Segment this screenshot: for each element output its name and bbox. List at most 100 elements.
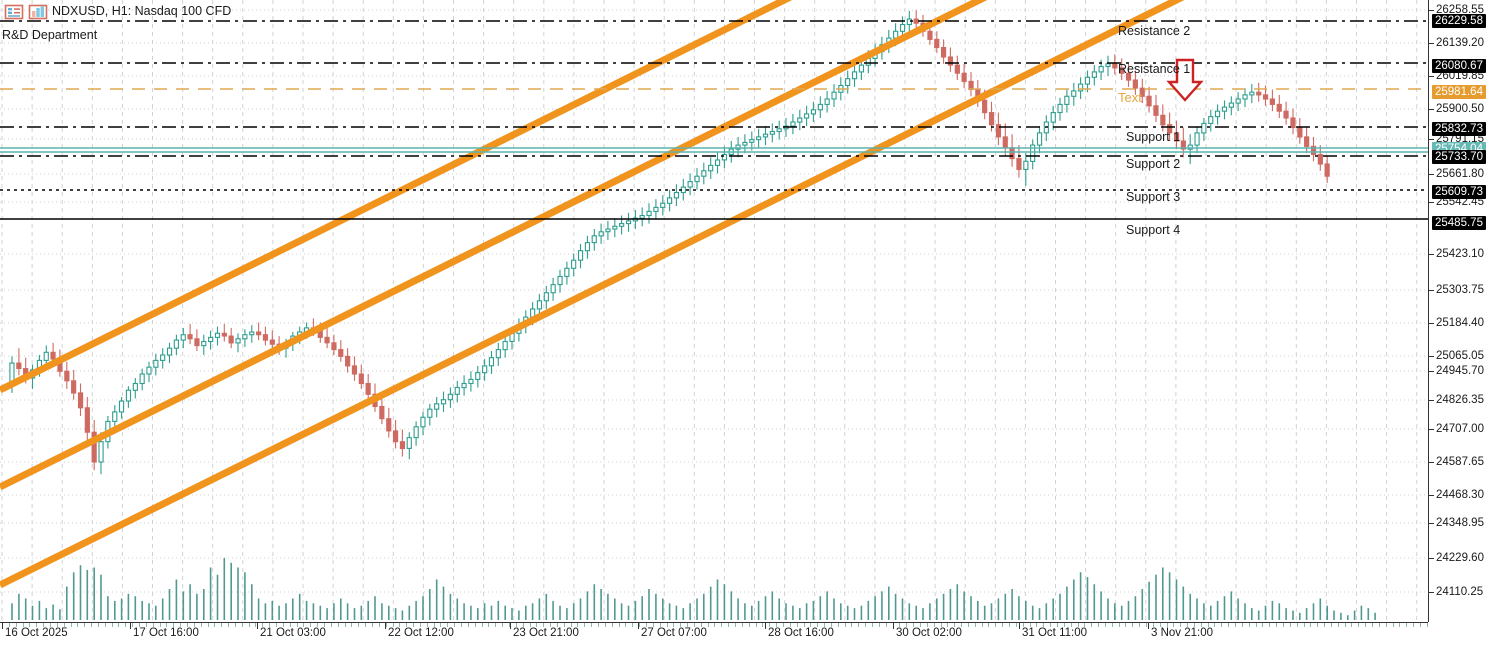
time-minor-mark: [878, 623, 880, 627]
time-minor-mark: [584, 623, 586, 627]
time-minor-mark: [700, 623, 702, 627]
time-minor-mark: [796, 623, 798, 627]
time-minor-mark: [1324, 623, 1325, 627]
level-label-resistance-2[interactable]: Resistance 2: [1118, 24, 1191, 38]
time-minor-mark: [1214, 623, 1216, 627]
time-minor-mark: [43, 623, 45, 627]
time-minor-mark: [810, 623, 812, 627]
time-minor-mark: [248, 623, 250, 627]
level-label-resistance-1[interactable]: Resistance 1: [1118, 62, 1191, 76]
time-minor-mark: [344, 623, 346, 627]
time-minor-mark: [385, 623, 387, 627]
time-tick-mark: [893, 623, 894, 629]
time-minor-mark: [310, 623, 312, 627]
time-minor-mark: [1043, 623, 1045, 627]
price-tick: 25661.80: [1429, 168, 1484, 181]
price-marker-label[interactable]: 25485.75: [1432, 216, 1486, 230]
time-minor-mark: [591, 623, 593, 627]
time-tick-mark: [257, 623, 258, 629]
time-minor-mark: [139, 623, 140, 627]
time-minor-mark: [1413, 623, 1415, 627]
time-minor-mark: [1091, 623, 1093, 627]
time-minor-mark: [50, 623, 51, 627]
time-minor-mark: [885, 623, 887, 627]
time-minor-mark: [522, 623, 524, 627]
time-minor-mark: [454, 623, 456, 627]
time-minor-mark: [570, 623, 572, 627]
price-tick: 25900.50: [1429, 103, 1484, 116]
time-minor-mark: [748, 623, 750, 627]
time-minor-mark: [865, 623, 867, 627]
time-minor-mark: [515, 623, 517, 627]
time-minor-mark: [1111, 623, 1113, 627]
time-minor-mark: [508, 623, 510, 627]
time-tick-mark: [2, 623, 3, 629]
time-minor-mark: [447, 623, 449, 627]
time-minor-mark: [1372, 623, 1373, 627]
level-label-support-2[interactable]: Support 2: [1126, 157, 1181, 171]
time-minor-mark: [1228, 623, 1230, 627]
time-minor-mark: [1084, 623, 1086, 627]
time-minor-mark: [214, 623, 216, 627]
time-minor-mark: [1118, 623, 1120, 627]
time-minor-mark: [91, 623, 92, 627]
time-minor-mark: [618, 623, 620, 627]
time-minor-mark: [1344, 623, 1346, 627]
price-axis[interactable]: 26258.55 26139.20 26019.85 25900.50 25791.15…: [1428, 0, 1502, 622]
time-minor-mark: [392, 623, 394, 627]
time-axis[interactable]: 16 Oct 2025 17 Oct 16:00 21 Oct 03:00 22 Oc…: [0, 622, 1428, 645]
price-tick: 24707.00: [1429, 423, 1484, 436]
price-tick: 24945.70: [1429, 365, 1484, 378]
time-minor-mark: [8, 623, 10, 627]
time-minor-mark: [1070, 623, 1072, 627]
time-minor-mark: [652, 623, 654, 627]
time-minor-mark: [262, 623, 264, 627]
time-minor-mark: [1207, 623, 1209, 627]
time-minor-mark: [824, 623, 825, 627]
time-minor-mark: [714, 623, 716, 627]
price-marker-label[interactable]: 25981.64: [1432, 85, 1486, 99]
level-label-text[interactable]: Text: [1118, 90, 1142, 105]
time-tick-label: 23 Oct 21:00: [513, 627, 579, 639]
time-minor-mark: [837, 623, 839, 627]
time-minor-mark: [1015, 623, 1017, 627]
time-minor-mark: [741, 623, 743, 627]
time-minor-mark: [673, 623, 675, 627]
time-minor-mark: [844, 623, 846, 627]
time-minor-mark: [1406, 623, 1408, 627]
time-minor-mark: [474, 623, 476, 627]
time-tick-label: 17 Oct 16:00: [133, 627, 199, 639]
time-minor-mark: [762, 623, 764, 627]
time-minor-mark: [563, 623, 565, 627]
time-minor-mark: [981, 623, 983, 627]
time-minor-mark: [77, 623, 79, 627]
time-minor-mark: [180, 623, 182, 627]
time-minor-mark: [371, 623, 373, 627]
level-label-support-3[interactable]: Support 3: [1126, 190, 1181, 204]
price-tick: 26019.85: [1429, 70, 1484, 83]
price-marker-label[interactable]: 25609.73: [1432, 185, 1486, 199]
chart-plot-area[interactable]: [0, 0, 1428, 622]
time-tick-label: 27 Oct 07:00: [641, 627, 707, 639]
time-minor-mark: [97, 623, 99, 627]
time-minor-mark: [830, 623, 832, 627]
time-minor-mark: [1337, 623, 1339, 627]
price-marker-label[interactable]: 25733.70: [1432, 150, 1486, 164]
time-minor-mark: [803, 623, 805, 627]
price-marker-label[interactable]: 26080.67: [1432, 59, 1486, 73]
level-label-support-4[interactable]: Support 4: [1126, 223, 1181, 237]
time-minor-mark: [495, 623, 497, 627]
time-minor-mark: [1036, 623, 1038, 627]
price-marker-label[interactable]: 26229.58: [1432, 14, 1486, 28]
time-minor-mark: [782, 623, 784, 627]
time-minor-mark: [378, 623, 380, 627]
time-minor-mark: [1139, 623, 1141, 627]
time-minor-mark: [1050, 623, 1052, 627]
time-minor-mark: [728, 623, 730, 627]
time-minor-mark: [282, 623, 284, 627]
price-marker-label[interactable]: 25832.73: [1432, 122, 1486, 136]
level-label-support-1[interactable]: Support 1: [1126, 130, 1181, 144]
time-minor-mark: [70, 623, 72, 627]
time-minor-mark: [1303, 623, 1305, 627]
